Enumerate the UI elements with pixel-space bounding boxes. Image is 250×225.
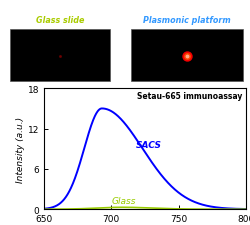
Text: Setau-665 immunoassay: Setau-665 immunoassay [136, 91, 241, 100]
FancyBboxPatch shape [130, 30, 242, 82]
Y-axis label: Intensity (a.u.): Intensity (a.u.) [16, 116, 25, 182]
Text: Glass: Glass [111, 197, 135, 206]
Text: Glass slide: Glass slide [36, 16, 84, 25]
FancyBboxPatch shape [10, 30, 110, 82]
Text: SACS: SACS [135, 141, 161, 150]
Text: Plasmonic platform: Plasmonic platform [142, 16, 230, 25]
